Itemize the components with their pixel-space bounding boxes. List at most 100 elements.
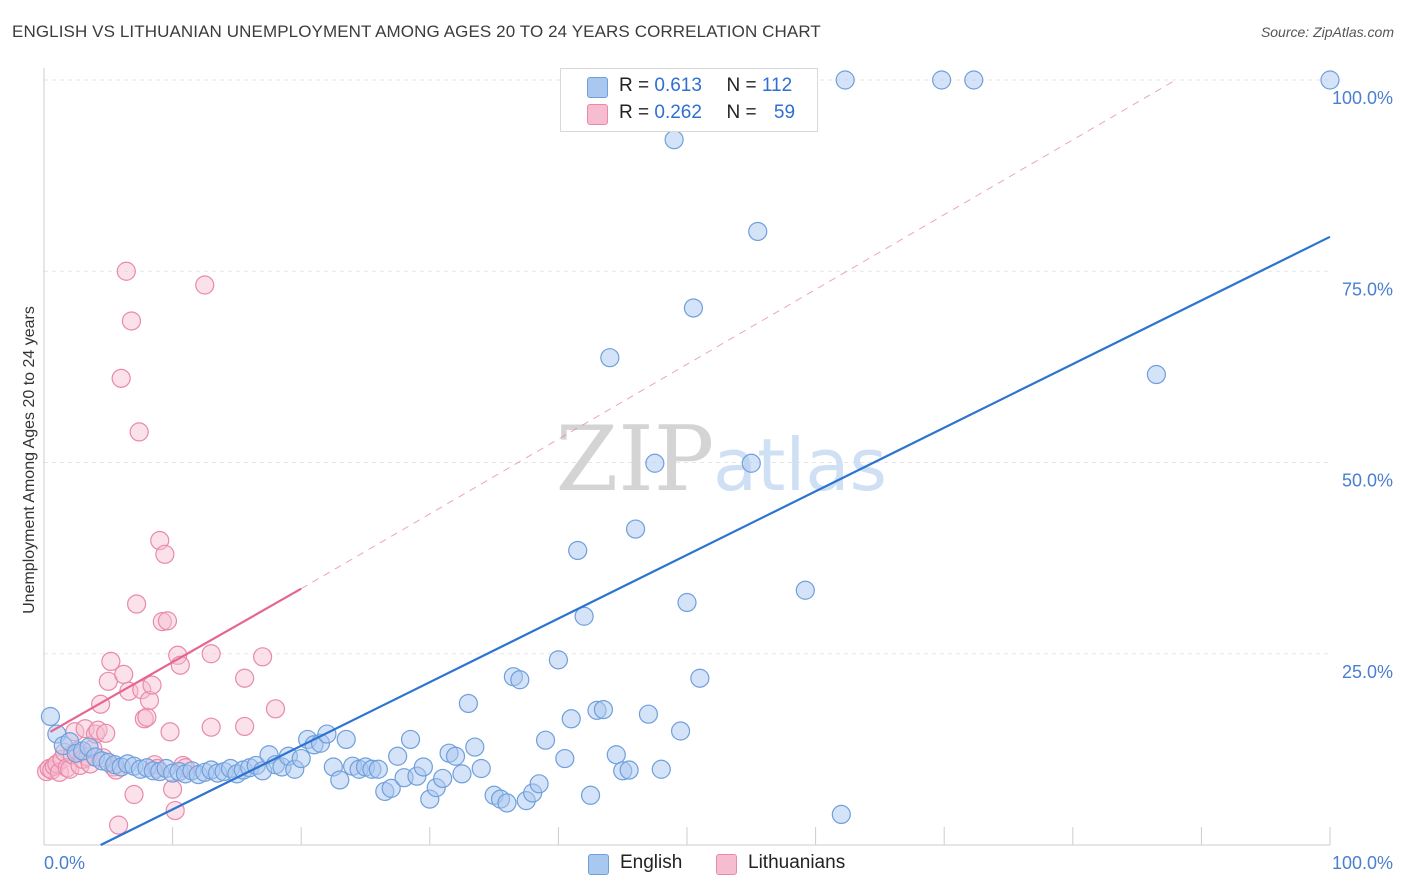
english-point	[683, 298, 704, 318]
lithuanians-point	[121, 311, 142, 331]
lithuanians-r-label: R =	[619, 102, 650, 123]
stats-legend: R = 0.613 N = 112 R = 0.262 N = 59	[560, 68, 818, 132]
lithuanians-legend-label: Lithuanians	[748, 852, 846, 873]
lithuanians-point	[116, 261, 136, 281]
x-tick-label: 100.0%	[1332, 853, 1393, 873]
y-tick-label: 100.0%	[1332, 88, 1393, 108]
english-point	[471, 758, 491, 779]
lithuanians-point	[114, 664, 134, 685]
y-tick-label: 50.0%	[1342, 471, 1393, 491]
english-n-value: 112	[761, 75, 793, 96]
source-label: Source: ZipAtlas.com	[1260, 24, 1394, 40]
lithuanians-n-label: N =	[726, 102, 757, 123]
english-point	[964, 70, 984, 90]
english-trend-line	[100, 235, 1331, 846]
lithuanians-trend-extension	[300, 79, 1176, 590]
lithuanians-point	[152, 612, 172, 632]
lithuanians-point	[139, 690, 160, 711]
english-point	[606, 745, 626, 765]
trend-lines	[49, 79, 1331, 846]
english-swatch	[587, 77, 608, 98]
english-point	[535, 730, 556, 750]
english-series	[40, 70, 1340, 825]
english-point	[580, 785, 601, 805]
lithuanians-point	[137, 707, 157, 727]
lithuanians-point	[111, 368, 131, 388]
lithuanians-point	[163, 779, 183, 799]
english-point	[748, 221, 768, 242]
english-n-label: N =	[726, 75, 757, 96]
y-tick-label: 25.0%	[1342, 662, 1393, 682]
english-point	[664, 130, 684, 150]
english-point	[465, 737, 485, 757]
lithuanians-point	[265, 699, 286, 719]
chart-title: ENGLISH VS LITHUANIAN UNEMPLOYMENT AMONG…	[12, 22, 821, 41]
lithuanians-trend-line	[49, 587, 302, 733]
english-legend-swatch	[588, 854, 609, 875]
english-point	[1320, 70, 1340, 90]
english-point	[368, 759, 388, 779]
english-point	[625, 519, 646, 539]
english-point	[932, 70, 952, 90]
english-r-value: 0.613	[654, 75, 702, 96]
english-point	[413, 757, 433, 777]
english-point	[291, 748, 311, 769]
english-point	[574, 606, 594, 626]
english-point	[555, 748, 575, 769]
english-point	[388, 746, 408, 766]
english-point	[452, 764, 472, 784]
english-legend-label: English	[620, 852, 683, 873]
lithuanians-point	[253, 647, 273, 667]
lithuanians-legend-swatch	[716, 854, 737, 875]
lithuanians-point	[96, 723, 116, 743]
english-point	[795, 580, 815, 600]
english-point	[593, 699, 614, 720]
lithuanians-point	[157, 611, 178, 631]
english-point	[529, 774, 549, 794]
english-point	[445, 746, 466, 766]
english-point	[741, 453, 761, 473]
english-point	[40, 706, 61, 727]
english-point	[619, 760, 639, 780]
lithuanians-point	[235, 668, 255, 688]
english-r-label: R =	[619, 75, 650, 96]
grid-lines	[44, 79, 1330, 655]
x-tick-label: 0.0%	[44, 853, 85, 873]
english-point	[831, 804, 851, 825]
watermark-atlas: atlas	[713, 423, 887, 507]
lithuanians-point	[201, 644, 221, 664]
english-point	[835, 70, 855, 90]
lithuanians-point	[142, 675, 162, 695]
lithuanians-point	[126, 594, 147, 614]
english-point	[1146, 364, 1166, 385]
y-axis-label: Unemployment Among Ages 20 to 24 years	[21, 306, 38, 614]
lithuanians-r-value: 0.262	[654, 102, 702, 123]
y-tick-label: 75.0%	[1342, 279, 1393, 299]
tick-labels: 25.0% 50.0% 75.0% 100.0% 0.0% 100.0%	[44, 88, 1393, 873]
english-point	[690, 668, 710, 688]
english-point	[670, 721, 691, 741]
english-point	[568, 540, 588, 561]
lithuanians-point	[201, 717, 221, 737]
english-point	[336, 729, 356, 750]
english-point	[645, 453, 665, 473]
english-point	[330, 770, 350, 790]
english-point	[381, 778, 401, 798]
english-point	[548, 650, 569, 670]
lithuanians-n-value: 59	[773, 102, 796, 123]
english-point	[677, 592, 697, 613]
english-point	[458, 693, 478, 714]
english-point	[600, 348, 620, 368]
english-point	[497, 793, 517, 813]
lithuanians-point	[88, 720, 108, 740]
lithuanians-point	[155, 544, 175, 564]
watermark-zip: ZIP	[556, 407, 715, 512]
lithuanians-point	[195, 275, 215, 295]
lithuanians-point	[101, 651, 121, 672]
english-point	[561, 709, 581, 729]
lithuanians-point	[160, 722, 180, 742]
english-point	[510, 670, 530, 690]
lithuanians-point	[124, 784, 144, 805]
lithuanians-point	[235, 716, 255, 737]
